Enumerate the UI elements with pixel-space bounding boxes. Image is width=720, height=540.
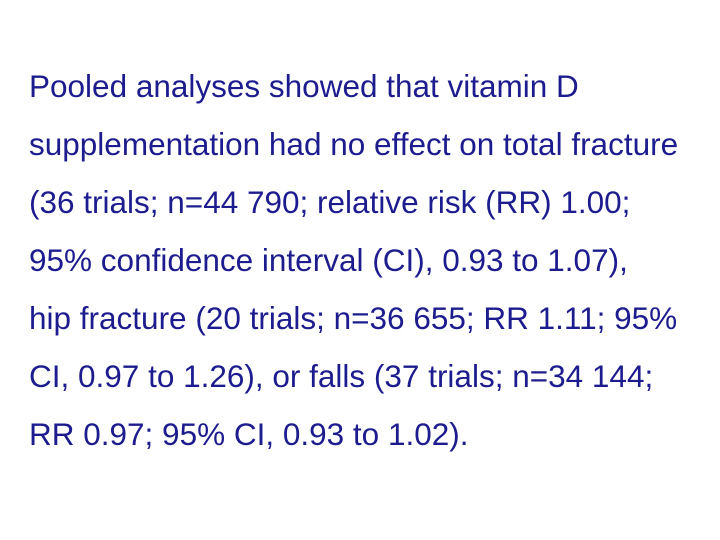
body-text: Pooled analyses showed that vitamin D sup… [29,57,678,463]
text-line: 95% confidence interval (CI), 0.93 to 1.… [29,242,628,278]
text-line: (36 trials; n=44 790; relative risk (RR)… [29,184,631,220]
text-line: RR 0.97; 95% CI, 0.93 to 1.02). [29,416,469,452]
text-line: supplementation had no effect on total f… [29,126,679,162]
text-line: Pooled analyses showed that vitamin D [29,68,579,104]
text-line: hip fracture (20 trials; n=36 655; RR 1.… [29,300,678,336]
text-line: CI, 0.97 to 1.26), or falls (37 trials; … [29,358,654,394]
